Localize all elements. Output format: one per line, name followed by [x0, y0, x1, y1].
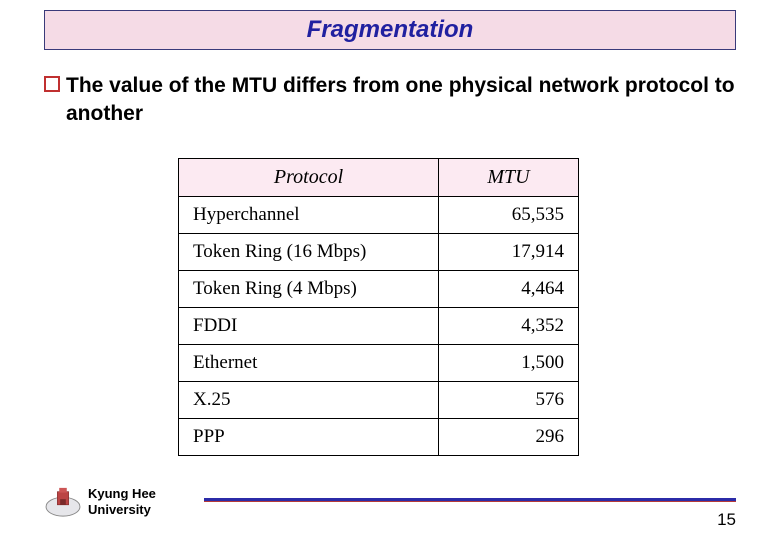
slide-title: Fragmentation — [307, 16, 474, 44]
cell-protocol: FDDI — [179, 308, 439, 345]
table-header-row: Protocol MTU — [179, 159, 579, 197]
university-name: Kyung Hee University — [88, 486, 156, 517]
col-header-protocol: Protocol — [179, 159, 439, 197]
footer-divider — [204, 498, 736, 502]
slide-footer: Kyung Hee University 15 — [44, 484, 736, 526]
bullet-text: The value of the MTU differs from one ph… — [66, 72, 736, 129]
university-line2: University — [88, 502, 151, 517]
table-row: Ethernet 1,500 — [179, 345, 579, 382]
cell-mtu: 1,500 — [439, 345, 579, 382]
table-row: Hyperchannel 65,535 — [179, 197, 579, 234]
bullet-item: The value of the MTU differs from one ph… — [44, 72, 736, 129]
cell-protocol: Token Ring (4 Mbps) — [179, 271, 439, 308]
mtu-table: Protocol MTU Hyperchannel 65,535 Token R… — [178, 158, 579, 456]
table-row: Token Ring (4 Mbps) 4,464 — [179, 271, 579, 308]
university-line1: Kyung Hee — [88, 486, 156, 501]
page-number: 15 — [717, 510, 736, 530]
bullet-square-icon — [44, 76, 60, 92]
university-logo-icon — [44, 486, 82, 518]
cell-protocol: Hyperchannel — [179, 197, 439, 234]
cell-protocol: Token Ring (16 Mbps) — [179, 234, 439, 271]
cell-mtu: 576 — [439, 382, 579, 419]
cell-mtu: 65,535 — [439, 197, 579, 234]
table-row: FDDI 4,352 — [179, 308, 579, 345]
table-row: X.25 576 — [179, 382, 579, 419]
cell-mtu: 4,352 — [439, 308, 579, 345]
cell-mtu: 17,914 — [439, 234, 579, 271]
cell-mtu: 4,464 — [439, 271, 579, 308]
table-row: PPP 296 — [179, 419, 579, 456]
cell-protocol: Ethernet — [179, 345, 439, 382]
cell-protocol: X.25 — [179, 382, 439, 419]
slide-title-bar: Fragmentation — [44, 10, 736, 50]
table-row: Token Ring (16 Mbps) 17,914 — [179, 234, 579, 271]
cell-mtu: 296 — [439, 419, 579, 456]
cell-protocol: PPP — [179, 419, 439, 456]
col-header-mtu: MTU — [439, 159, 579, 197]
